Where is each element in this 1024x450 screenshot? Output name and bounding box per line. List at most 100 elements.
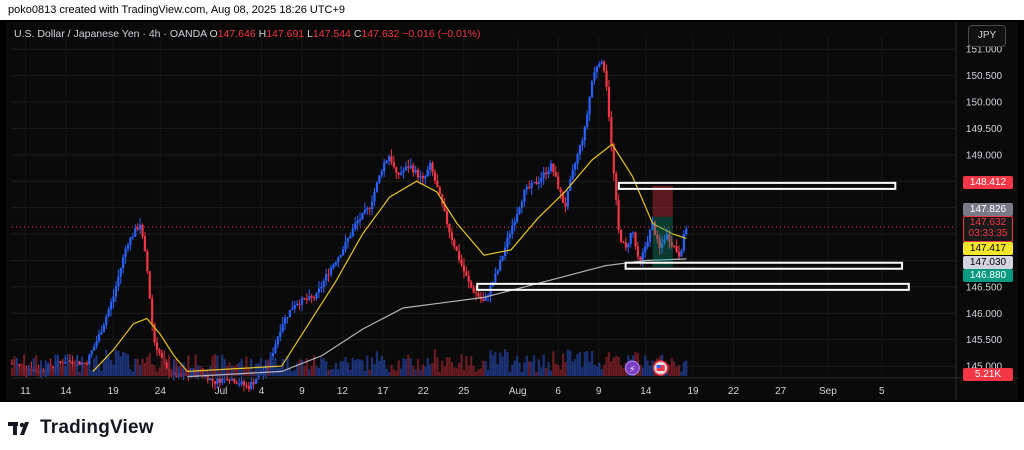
volume-bar: [566, 349, 569, 376]
volume-bar: [30, 367, 33, 376]
candle-body: [320, 286, 323, 289]
volume-bar: [242, 367, 246, 376]
volume-bar: [327, 369, 330, 376]
volume-bar: [97, 365, 101, 376]
candle-body: [438, 186, 441, 194]
volume-bar: [27, 366, 31, 376]
volume-bar: [496, 364, 499, 376]
candle-body: [554, 171, 557, 177]
volume-bar: [402, 358, 405, 376]
volume-bar: [20, 363, 23, 376]
candle-body: [530, 183, 533, 188]
candle-body: [426, 169, 429, 177]
candle-body: [349, 235, 352, 239]
volume-bar: [547, 362, 550, 376]
volume-bar: [513, 360, 516, 376]
volume-bar: [44, 360, 47, 376]
volume-bar: [281, 358, 284, 376]
candle-body: [537, 182, 540, 185]
volume-bar: [293, 369, 296, 376]
volume-bar: [436, 357, 439, 376]
chart-svg[interactable]: 145.000145.500146.000146.500147.000147.5…: [6, 22, 1018, 400]
volume-bar: [148, 352, 151, 376]
x-tick-label: Sep: [819, 386, 837, 397]
y-tick-label: 149.500: [966, 124, 1003, 135]
volume-bar: [383, 359, 386, 376]
candle-body: [644, 246, 647, 253]
candle-body: [155, 342, 159, 351]
candle-body: [346, 238, 350, 242]
candle-body: [238, 383, 241, 385]
volume-bar: [167, 354, 171, 376]
candle-body: [501, 255, 504, 261]
candle-body: [392, 162, 395, 168]
volume-bar: [163, 354, 166, 376]
candle-body: [545, 172, 548, 175]
volume-bar: [445, 357, 449, 376]
candle-body: [622, 241, 625, 243]
candle-body: [639, 256, 642, 260]
volume-bar: [392, 369, 395, 376]
candle-body: [576, 154, 579, 164]
volume-bar: [257, 363, 260, 376]
candle-body: [518, 208, 521, 214]
candle-body: [600, 61, 603, 64]
volume-bar: [470, 356, 473, 376]
volume-bar: [429, 364, 432, 376]
volume-bar: [187, 355, 190, 376]
volume-bar: [10, 367, 14, 376]
price-label-stop: 148.412: [963, 176, 1013, 189]
candle-body: [344, 241, 347, 250]
volume-bar: [569, 350, 572, 376]
volume-bar: [165, 368, 168, 376]
volume-bar: [291, 371, 294, 376]
candle-body: [634, 232, 637, 247]
chart-area[interactable]: 145.000145.500146.000146.500147.000147.5…: [6, 22, 1018, 400]
volume-bar: [134, 358, 137, 376]
volume-bar: [339, 361, 342, 376]
volume-bar: [337, 368, 340, 376]
candle-body: [564, 203, 567, 207]
candle-body: [160, 353, 163, 358]
candle-body: [298, 303, 301, 305]
candle-body: [593, 72, 596, 81]
volume-bar: [421, 364, 424, 376]
candle-body: [117, 276, 120, 287]
volume-bar: [532, 355, 536, 376]
candle-body: [617, 199, 620, 230]
volume-bar: [32, 358, 35, 376]
volume-bar: [458, 362, 461, 376]
volume-bar: [317, 368, 321, 376]
volume-bar: [453, 367, 456, 376]
candle-body: [673, 246, 676, 248]
volume-bar: [639, 364, 642, 376]
currency-button[interactable]: JPY: [968, 25, 1006, 47]
volume-bar: [404, 358, 408, 376]
candle-body: [216, 378, 219, 384]
candle-body: [315, 292, 318, 299]
volume-bar: [424, 366, 427, 376]
candle-body: [138, 224, 142, 230]
volume-bar: [334, 363, 337, 376]
candle-body: [148, 271, 151, 299]
volume-bar: [375, 351, 379, 376]
candle-body: [443, 203, 446, 212]
volume-bar: [107, 355, 110, 376]
candle-body: [378, 175, 381, 183]
horizontal-zone-box: [617, 181, 897, 190]
volume-bar: [25, 368, 28, 376]
volume-bar: [612, 357, 615, 376]
volume-bar: [368, 369, 371, 376]
volume-bar: [117, 351, 120, 376]
tradingview-logo[interactable]: TradingView: [8, 412, 154, 444]
candle-body: [559, 188, 562, 193]
candle-body: [590, 80, 594, 97]
low-label: L: [307, 28, 313, 40]
x-tick-label: Jul: [215, 386, 228, 397]
volume-bar: [90, 370, 93, 376]
y-tick-label: 145.500: [966, 335, 1003, 346]
volume-bar: [225, 366, 229, 376]
close-label: C: [353, 28, 362, 40]
candle-body: [400, 172, 403, 175]
volume-bar: [561, 353, 565, 376]
